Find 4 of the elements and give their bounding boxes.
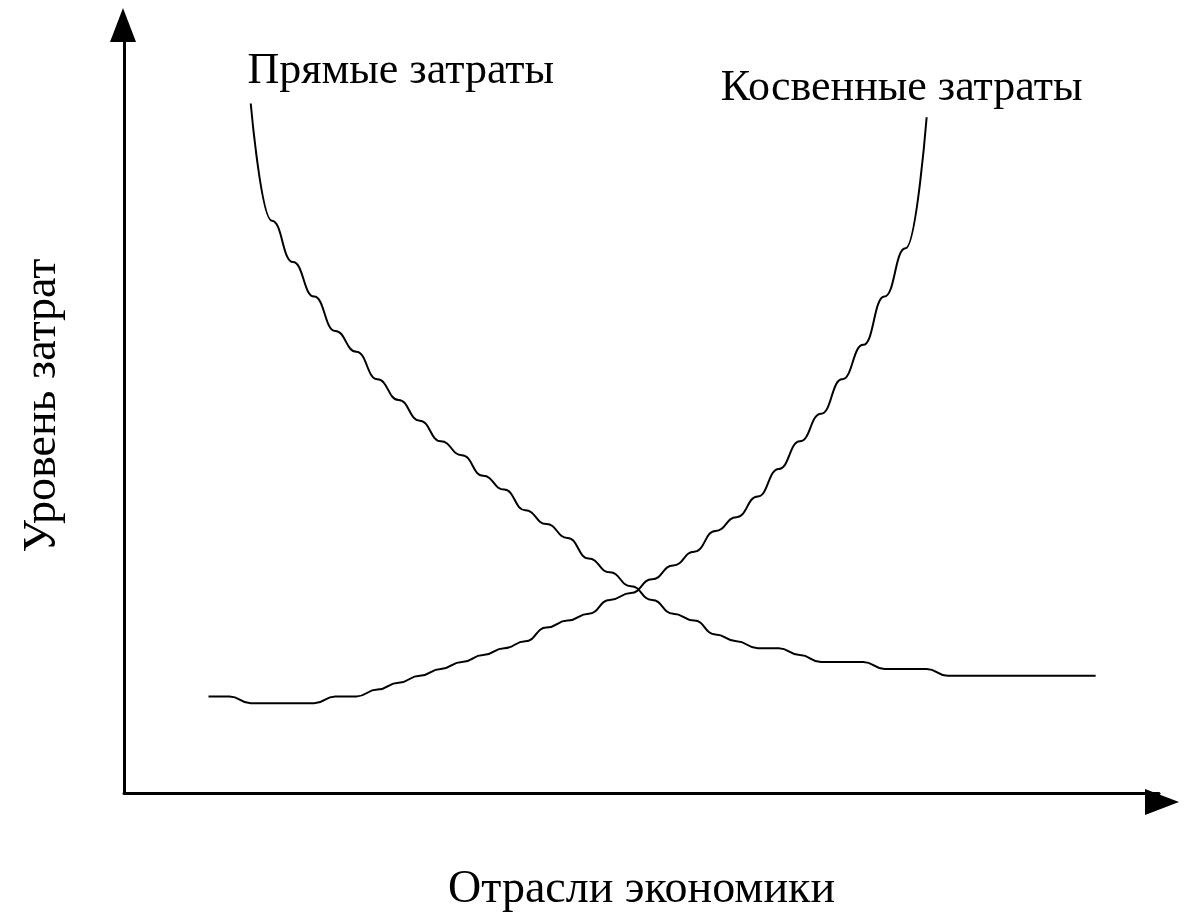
y-axis-title: Уровень затрат [13, 258, 65, 553]
series-label: Косвенные затраты [720, 60, 1083, 110]
x-axis-title: Отрасли экономики [448, 860, 835, 912]
series-label: Прямые затраты [247, 44, 555, 93]
